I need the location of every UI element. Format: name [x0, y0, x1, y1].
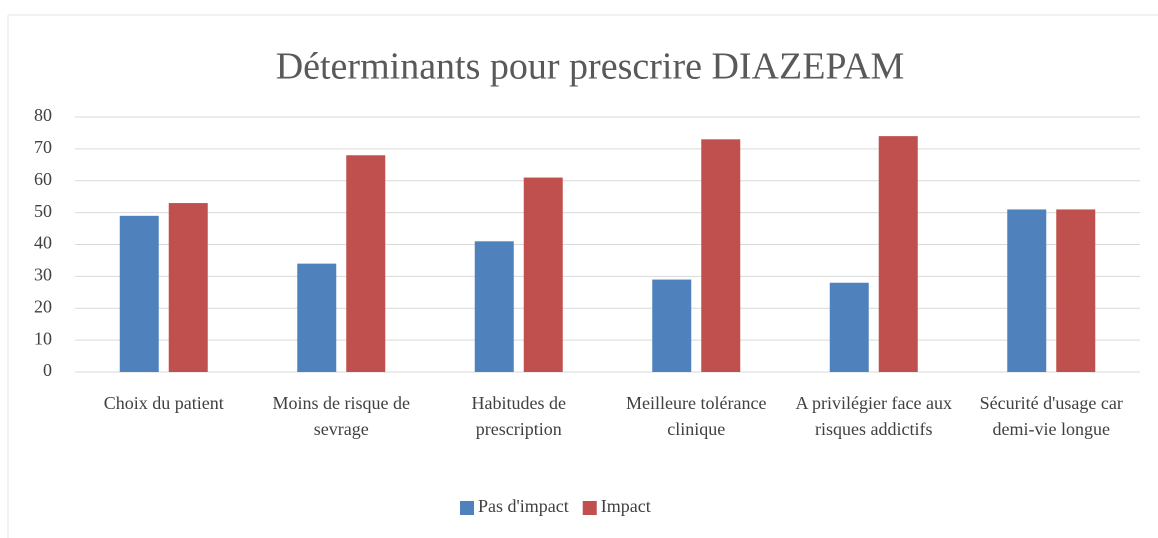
- y-tick-label: 30: [34, 265, 52, 285]
- bar: [701, 139, 741, 372]
- legend-label: Impact: [601, 496, 651, 516]
- chart-title: Déterminants pour prescrire DIAZEPAM: [276, 46, 905, 88]
- y-tick-label: 10: [34, 328, 52, 348]
- x-tick-label: Meilleure tolérance clinique: [626, 393, 766, 439]
- bar: [474, 241, 514, 372]
- bar: [1056, 209, 1096, 372]
- x-tick-label: Moins de risque de sevrage: [273, 393, 410, 439]
- x-tick-label: Choix du patient: [104, 393, 224, 413]
- legend-swatch: [582, 501, 597, 515]
- bar: [297, 263, 337, 372]
- y-tick-label: 40: [34, 233, 52, 253]
- bar: [829, 282, 869, 372]
- bar: [346, 155, 386, 372]
- bar: [119, 215, 159, 372]
- legend-label: Pas d'impact: [478, 496, 569, 516]
- legend-swatch: [460, 501, 474, 515]
- bar: [652, 279, 692, 372]
- x-tick-label: Habitudes de prescription: [472, 393, 566, 439]
- y-tick-label: 20: [34, 296, 52, 316]
- x-tick-label: Sécurité d'usage car demi-vie longue: [980, 393, 1123, 439]
- y-tick-label: 0: [43, 360, 52, 380]
- bar: [1007, 209, 1047, 372]
- y-tick-label: 50: [34, 201, 52, 221]
- y-tick-label: 60: [34, 169, 52, 189]
- x-tick-label: A privilégier face aux risques addictifs: [796, 393, 952, 439]
- y-tick-label: 80: [34, 105, 52, 125]
- bar: [168, 203, 208, 372]
- y-tick-label: 70: [34, 137, 52, 157]
- bar: [523, 177, 563, 372]
- bar: [878, 136, 918, 372]
